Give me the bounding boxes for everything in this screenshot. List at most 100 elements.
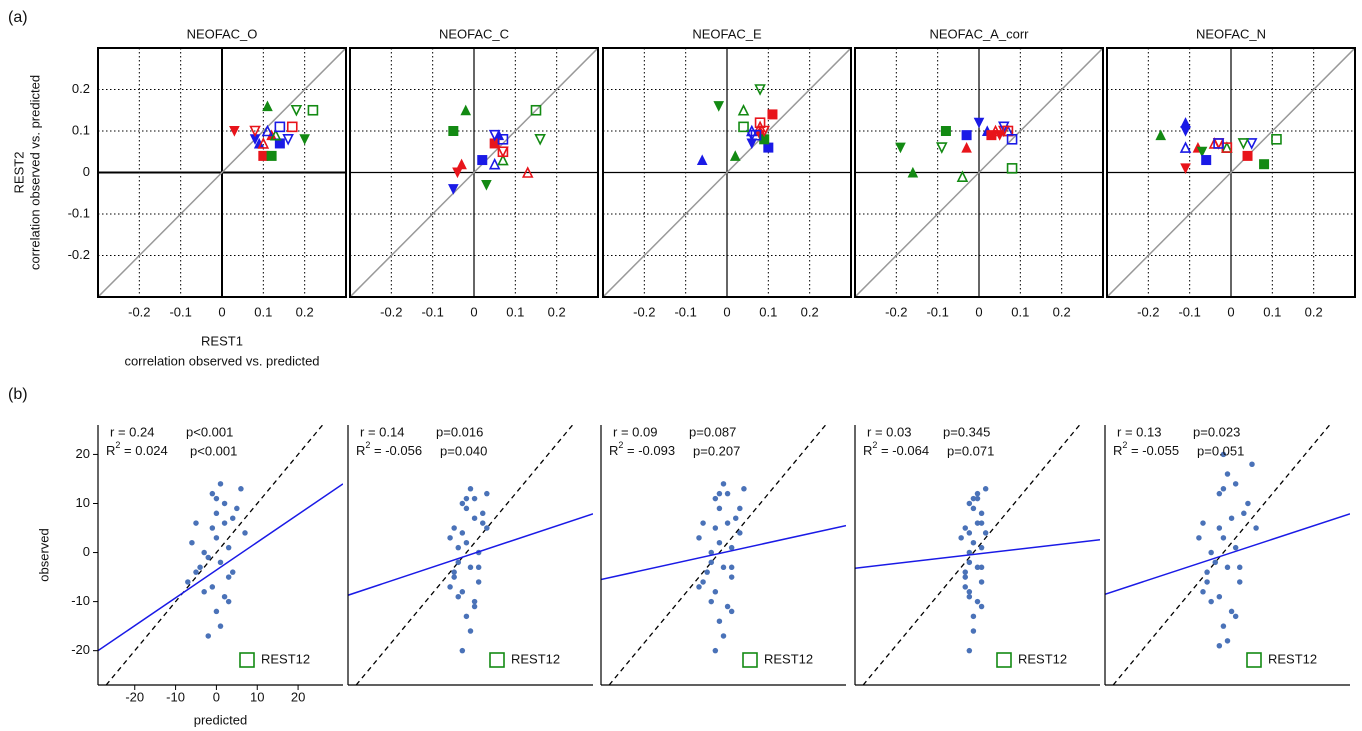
marker-triangle-up	[269, 128, 282, 141]
y-axis-label: REST2	[11, 152, 26, 194]
stat-r2: R2 = -0.056	[356, 440, 422, 458]
marker-dot	[217, 623, 224, 629]
x-tick-label: -10	[166, 689, 185, 704]
marker-square	[477, 155, 488, 166]
marker-dot	[463, 539, 470, 546]
marker-square	[1213, 138, 1224, 149]
marker-dot	[700, 520, 706, 526]
marker-dot	[480, 510, 486, 517]
marker-triangle-up	[729, 150, 741, 161]
fit-line	[855, 539, 1100, 569]
marker-dot	[1220, 451, 1227, 458]
marker-dot	[242, 530, 248, 536]
marker-dot	[1216, 643, 1223, 649]
x-tick-label: 0.2	[1305, 304, 1323, 319]
marker-dot	[1241, 510, 1247, 517]
stat-r2: R2 = 0.024	[106, 440, 168, 458]
plot-title: NEOFAC_N	[1196, 26, 1266, 41]
x-tick-label: -20	[125, 689, 144, 704]
stat-r2-value: = 0.024	[120, 443, 167, 458]
identity-line	[355, 425, 574, 685]
marker-triangle-up	[737, 103, 750, 116]
stat-r2-sup: 2	[365, 440, 370, 450]
marker-dot	[1212, 559, 1218, 566]
legend-label: REST12	[261, 651, 310, 666]
marker-square	[767, 109, 778, 120]
marker-dot	[189, 539, 195, 546]
stat-r2-sup: 2	[115, 440, 120, 450]
marker-square	[738, 121, 749, 133]
marker-dot	[230, 569, 236, 575]
x-tick-label: 0.1	[1011, 304, 1029, 319]
marker-square	[754, 117, 766, 128]
marker-triangle-up	[261, 124, 274, 137]
stat-r2: R2 = -0.093	[609, 440, 675, 458]
marker-dot	[978, 579, 985, 585]
marker-dot	[712, 525, 719, 531]
frame	[97, 47, 347, 298]
marker-dot	[1196, 535, 1202, 541]
marker-dot	[1237, 579, 1243, 585]
plot	[1107, 48, 1355, 297]
marker-dot	[484, 525, 490, 531]
marker-dot	[716, 539, 723, 546]
marker-dot	[471, 495, 478, 502]
marker-square	[1201, 155, 1212, 166]
marker-dot	[712, 495, 719, 502]
marker-dot	[696, 535, 702, 541]
marker-dot	[974, 598, 981, 605]
stat-r2: R2 = -0.064	[863, 440, 929, 458]
marker-triangle-down	[754, 84, 766, 96]
marker-dot	[700, 579, 706, 585]
marker-triangle-up	[1179, 141, 1192, 153]
x-tick-label: -0.2	[128, 304, 150, 319]
marker-square	[307, 104, 319, 116]
y-tick-label: -20	[71, 642, 90, 657]
marker-triangle-up	[521, 166, 534, 178]
plot	[601, 425, 846, 685]
plot	[348, 425, 593, 685]
stat-r: r = 0.03	[867, 424, 911, 439]
marker-dot	[737, 530, 743, 536]
x-tick-label: 0.2	[801, 304, 819, 319]
marker-square	[1246, 652, 1262, 668]
identity-line	[855, 48, 1103, 297]
marker-square	[497, 146, 509, 158]
marker-triangle-down	[448, 184, 459, 195]
marker-dot	[467, 486, 474, 492]
marker-square	[996, 652, 1012, 668]
stat-r2-base: R	[1113, 443, 1122, 458]
marker-triangle-down	[299, 134, 310, 145]
marker-dot	[970, 495, 977, 502]
marker-dot	[962, 574, 968, 580]
marker-dot	[225, 544, 232, 551]
identity-line	[105, 425, 324, 685]
stat-r: r = 0.13	[1117, 424, 1161, 439]
panel-label: (b)	[8, 386, 28, 403]
plot	[1105, 425, 1350, 685]
marker-dot	[1204, 569, 1210, 575]
stat-p: p=0.207	[693, 443, 740, 458]
plot-title: NEOFAC_C	[439, 26, 509, 41]
marker-dot	[471, 603, 478, 610]
marker-dot	[708, 598, 714, 605]
x-tick-label: 0.2	[1053, 304, 1071, 319]
marker-dot	[974, 564, 981, 571]
marker-dot	[213, 510, 220, 517]
marker-square	[1271, 134, 1282, 145]
marker-dot	[982, 486, 989, 492]
marker-dot	[213, 495, 220, 502]
marker-triangle-down	[936, 142, 948, 154]
marker-triangle-up	[488, 157, 501, 170]
y-tick-label: 0.1	[72, 122, 90, 137]
marker-dot	[1228, 515, 1235, 521]
x-tick-label: -0.2	[380, 304, 402, 319]
marker-dot	[205, 633, 211, 639]
frame	[602, 47, 852, 298]
marker-dot	[720, 481, 727, 487]
plot	[98, 425, 343, 685]
y-tick-label: -0.2	[68, 247, 90, 262]
marker-triangle-down	[229, 126, 240, 137]
plot	[350, 48, 598, 297]
stat-p: p=0.087	[689, 424, 736, 439]
